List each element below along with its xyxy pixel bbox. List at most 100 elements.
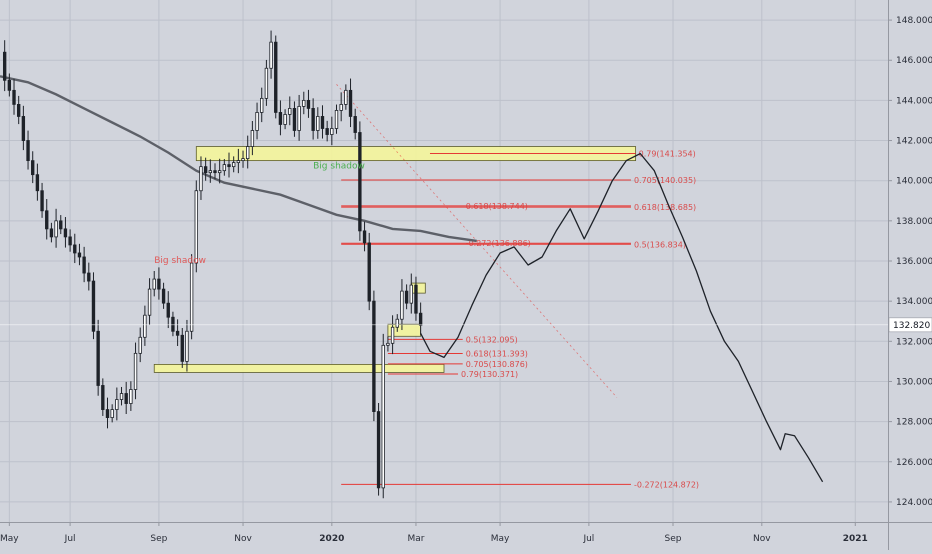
candle-body — [353, 116, 357, 133]
x-tick-label: May — [491, 534, 510, 544]
y-tick-label: 148.000 — [896, 16, 932, 26]
last-price-label: 132.820 — [893, 321, 930, 331]
candle-body — [110, 409, 114, 419]
candle-body — [208, 170, 213, 174]
candle-body — [264, 67, 269, 99]
fibonacci-level-label: 0.5(136.834) — [634, 240, 686, 249]
candle-body — [390, 326, 395, 344]
fibonacci-level-label: 0.79(130.371) — [461, 370, 518, 379]
candle-body — [45, 210, 49, 230]
candle-body — [203, 166, 208, 174]
fibonacci-level-label: -0.272(136.886) — [466, 239, 531, 248]
candle-body — [77, 252, 82, 258]
candle-body — [175, 330, 180, 336]
fibonacci-level-label: 0.618(138.744) — [466, 202, 528, 211]
candle-body — [358, 132, 362, 232]
candle-body — [283, 114, 287, 125]
candle-body — [152, 278, 156, 290]
candle-body — [199, 166, 203, 192]
candle-body — [119, 393, 124, 400]
fibonacci-level-label: 0.618(138.685) — [634, 203, 696, 212]
candle-body — [246, 146, 250, 160]
candle-body — [227, 164, 231, 168]
x-tick-label: Nov — [234, 534, 252, 544]
candle-body — [189, 262, 194, 332]
candle-body — [334, 110, 339, 129]
candle-body — [166, 302, 170, 318]
candle-body — [409, 284, 413, 304]
candle-body — [87, 272, 91, 282]
candle-body — [381, 344, 385, 489]
candle-body — [302, 99, 306, 107]
candle-body — [129, 389, 133, 404]
candle-body — [278, 112, 283, 125]
candle-body — [236, 160, 241, 164]
candle-body — [348, 89, 353, 117]
fibonacci-level-label: 0.618(131.393) — [466, 349, 528, 358]
candle-body — [400, 290, 404, 320]
moving-average-line — [0, 75, 477, 243]
candle-body — [418, 312, 423, 326]
candle-body — [241, 158, 245, 162]
candle-body — [91, 280, 96, 332]
candle-body — [255, 112, 259, 131]
y-tick-label: 128.000 — [896, 418, 932, 428]
candle-body — [376, 411, 381, 489]
y-tick-label: 144.000 — [896, 96, 932, 106]
x-tick-label: 2021 — [843, 534, 868, 544]
candle-body — [404, 290, 409, 304]
candle-body — [306, 99, 311, 109]
candle-body — [362, 230, 367, 244]
candle-body — [73, 244, 77, 254]
candle-body — [7, 79, 12, 91]
annotation-label: Big shadow — [313, 162, 365, 172]
candle-body — [297, 106, 301, 131]
candle-body — [395, 318, 399, 328]
fibonacci-level-label: 0.705(140.035) — [634, 176, 696, 185]
x-tick-label: May — [0, 534, 19, 544]
candle-body — [54, 220, 58, 238]
candle-body — [414, 284, 418, 314]
support-resistance-zone — [410, 282, 426, 294]
candle-body — [105, 409, 110, 419]
candle-body — [386, 342, 390, 346]
candle-body — [367, 242, 371, 302]
candle-body — [82, 256, 86, 274]
candle-body — [49, 228, 54, 238]
candle-body — [213, 170, 217, 174]
candle-body — [372, 300, 376, 412]
x-tick-label: 2020 — [319, 534, 344, 544]
candle-body — [138, 336, 142, 354]
last-price-badge — [888, 317, 932, 333]
x-tick-label: Sep — [150, 534, 167, 544]
support-resistance-zone — [153, 363, 445, 373]
fibonacci-level-label: 0.705(130.876) — [466, 360, 528, 369]
x-tick-label: Sep — [665, 534, 682, 544]
candle-body — [40, 190, 44, 212]
candle-body — [63, 228, 68, 238]
dotted-trend-line — [336, 84, 618, 398]
candle-body — [320, 116, 325, 129]
candle-body — [96, 330, 100, 386]
x-tick-label: Mar — [407, 534, 424, 544]
candle-body — [260, 97, 264, 113]
candle-body — [17, 104, 21, 117]
candle-body — [21, 116, 26, 141]
candle-body — [185, 330, 189, 362]
y-tick-label: 124.000 — [896, 498, 932, 508]
candle-body — [147, 288, 152, 316]
candle-body — [143, 314, 147, 338]
y-tick-label: 142.000 — [896, 137, 932, 147]
candle-body — [330, 128, 334, 135]
y-tick-label: 132.000 — [896, 337, 932, 347]
candle-body — [311, 108, 315, 131]
candle-body — [222, 164, 227, 172]
y-tick-label: 130.000 — [896, 377, 932, 387]
candle-body — [12, 89, 16, 105]
candle-body — [292, 108, 297, 131]
candle-body — [171, 316, 175, 332]
y-tick-label: 136.000 — [896, 257, 932, 267]
